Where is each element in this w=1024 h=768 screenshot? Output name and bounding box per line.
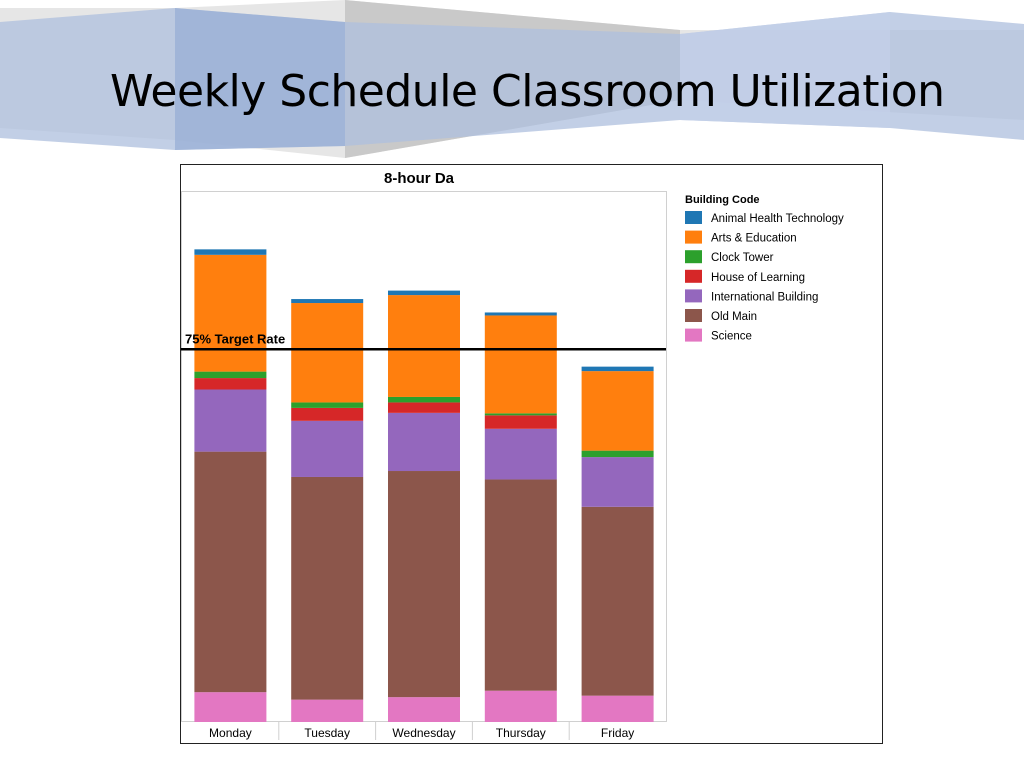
legend-label: Old Main bbox=[711, 311, 757, 323]
bar-segment-clock-tower-thursday bbox=[484, 413, 557, 416]
bar-segment-arts-education-thursday bbox=[484, 315, 557, 414]
stacked-bar-chart: 8-hour Da Monday Tuesday Wednesday Thursday… bbox=[181, 170, 844, 740]
legend-title: Building Code bbox=[685, 194, 760, 206]
x-axis: Monday Tuesday Wednesday Thursday Friday bbox=[209, 722, 634, 740]
reference-line-group: 75% Target Rate bbox=[181, 331, 666, 351]
chart-frame: 8-hour Da Monday Tuesday Wednesday Thursday… bbox=[180, 164, 883, 744]
bar-segment-old-main-thursday bbox=[484, 479, 557, 691]
legend-label: Arts & Education bbox=[711, 233, 797, 245]
legend-label: International Building bbox=[711, 291, 818, 303]
bar-segment-animal-health-technology-friday bbox=[581, 366, 654, 372]
bar-segment-science-monday bbox=[194, 692, 267, 722]
legend-label: Science bbox=[711, 331, 752, 343]
bar-segment-arts-education-tuesday bbox=[291, 303, 364, 403]
bar-segment-animal-health-technology-wednesday bbox=[388, 290, 460, 296]
legend-swatch bbox=[685, 269, 702, 283]
bar-segment-arts-education-wednesday bbox=[388, 295, 460, 397]
bar-segment-international-building-monday bbox=[194, 389, 267, 452]
legend-label: House of Learning bbox=[711, 272, 805, 284]
bar-segment-old-main-tuesday bbox=[291, 476, 364, 700]
legend: Building Code Animal Health Technology Art… bbox=[685, 194, 844, 343]
bar-segment-house-of-learning-thursday bbox=[484, 415, 557, 429]
bar-group bbox=[194, 249, 654, 722]
bar-segment-clock-tower-tuesday bbox=[291, 402, 364, 408]
bar-segment-international-building-tuesday bbox=[291, 420, 364, 477]
bar-segment-animal-health-technology-tuesday bbox=[291, 299, 364, 304]
bar-segment-science-tuesday bbox=[291, 699, 364, 722]
x-tick-label: Thursday bbox=[496, 726, 546, 740]
bar-segment-clock-tower-monday bbox=[194, 371, 267, 379]
bar-segment-old-main-monday bbox=[194, 451, 267, 693]
x-tick-label: Friday bbox=[601, 726, 634, 740]
bar-segment-animal-health-technology-thursday bbox=[484, 312, 557, 316]
x-tick-label: Monday bbox=[209, 726, 252, 740]
legend-swatch bbox=[685, 250, 702, 264]
x-tick-label: Tuesday bbox=[304, 726, 350, 740]
legend-label: Clock Tower bbox=[711, 252, 774, 264]
bar-segment-old-main-friday bbox=[581, 506, 654, 696]
bar-segment-arts-education-monday bbox=[194, 254, 267, 372]
bar-segment-animal-health-technology-monday bbox=[194, 249, 267, 255]
bar-segment-clock-tower-friday bbox=[581, 450, 654, 458]
bar-segment-house-of-learning-tuesday bbox=[291, 407, 364, 421]
bar-segment-international-building-friday bbox=[581, 457, 654, 507]
bar-segment-science-thursday bbox=[484, 690, 557, 722]
legend-swatch bbox=[685, 289, 702, 303]
x-tick-label: Wednesday bbox=[392, 726, 455, 740]
bar-segment-house-of-learning-monday bbox=[194, 378, 267, 390]
chart-title: 8-hour Da bbox=[384, 170, 455, 187]
bar-segment-clock-tower-wednesday bbox=[388, 396, 460, 403]
legend-swatch bbox=[685, 309, 702, 322]
legend-swatch bbox=[685, 230, 702, 244]
legend-swatch bbox=[685, 211, 702, 224]
bar-segment-international-building-thursday bbox=[484, 428, 557, 480]
decorative-banner bbox=[0, 0, 1024, 158]
bar-segment-arts-education-friday bbox=[581, 371, 654, 451]
legend-swatch bbox=[685, 328, 702, 342]
bar-segment-old-main-wednesday bbox=[388, 471, 460, 698]
target-rate-label: 75% Target Rate bbox=[185, 331, 285, 346]
bar-segment-house-of-learning-wednesday bbox=[388, 402, 460, 413]
bar-segment-science-friday bbox=[581, 695, 654, 722]
slide-title: Weekly Schedule Classroom Utilization bbox=[110, 66, 945, 117]
bar-segment-science-wednesday bbox=[388, 697, 460, 722]
bar-segment-international-building-wednesday bbox=[388, 412, 460, 472]
legend-label: Animal Health Technology bbox=[711, 213, 844, 225]
